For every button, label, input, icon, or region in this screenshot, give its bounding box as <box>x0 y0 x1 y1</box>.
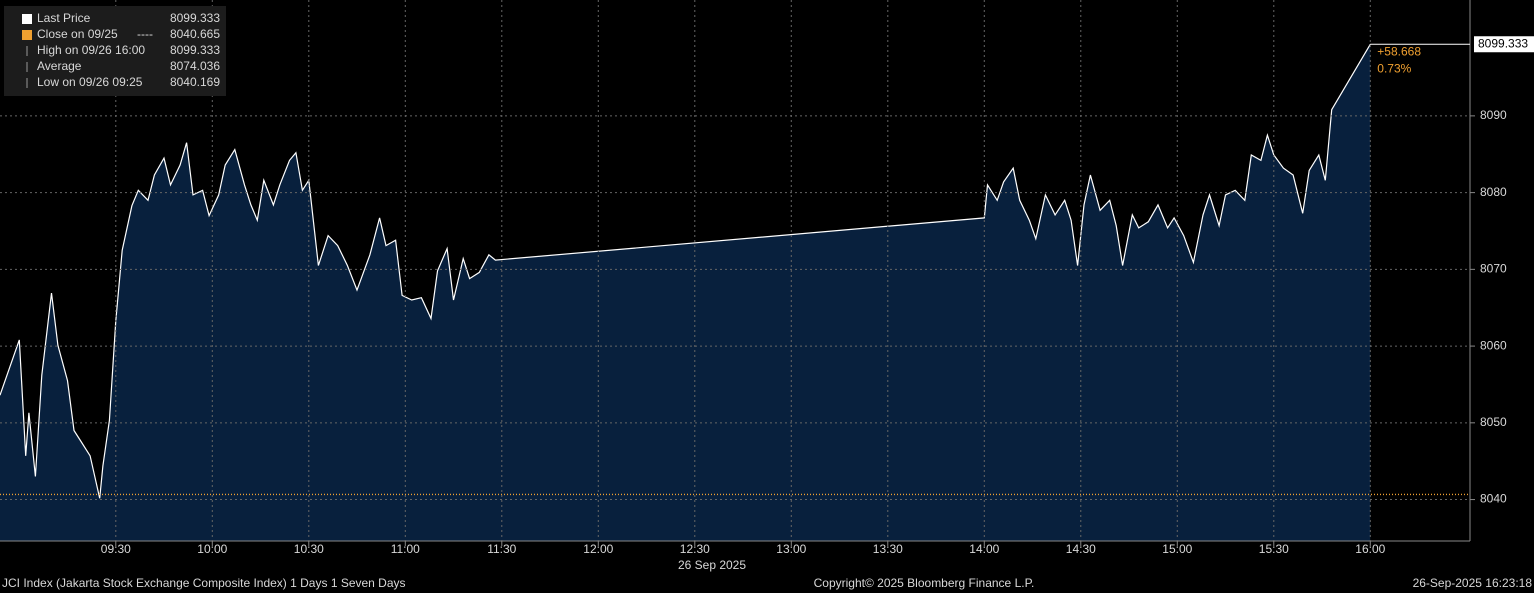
legend-name: Average <box>37 59 82 73</box>
y-tick-label: 8040 <box>1480 492 1507 506</box>
last-price-tag-label: 8099.333 <box>1478 36 1528 50</box>
y-tick-label: 8080 <box>1480 185 1507 199</box>
x-tick-label: 09:30 <box>101 542 131 556</box>
legend-value: 8040.169 <box>170 75 220 89</box>
change-pct-label: 0.73% <box>1377 61 1411 75</box>
price-line <box>0 43 1371 499</box>
y-tick-label: 8090 <box>1480 108 1507 122</box>
legend-style: ---- <box>137 27 153 41</box>
y-tick-label: 8060 <box>1480 338 1507 352</box>
legend-name: Close on 09/25 <box>37 27 118 41</box>
last-price-tag <box>1474 36 1534 53</box>
legend-name: Low on 09/26 09:25 <box>37 75 143 89</box>
footer-center: Copyright© 2025 Bloomberg Finance L.P. <box>814 576 1035 590</box>
legend-value: 8099.333 <box>170 43 220 57</box>
footer-right: 26-Sep-2025 16:23:18 <box>1413 576 1533 590</box>
legend-value: 8074.036 <box>170 59 220 73</box>
x-tick-label: 11:00 <box>391 542 420 556</box>
x-tick-label: 15:00 <box>1162 542 1192 556</box>
x-tick-label: 11:30 <box>487 542 516 556</box>
legend-box <box>4 6 226 96</box>
change-label: +58.668 <box>1377 44 1421 58</box>
x-tick-label: 10:00 <box>197 542 227 556</box>
x-tick-label: 13:00 <box>776 542 806 556</box>
plot-area <box>0 43 1371 542</box>
legend-value: 8040.665 <box>170 27 220 41</box>
x-tick-label: 12:00 <box>583 542 613 556</box>
legend-name: Last Price <box>37 11 91 25</box>
legend-name: High on 09/26 16:00 <box>37 43 145 57</box>
x-axis-label: 26 Sep 2025 <box>678 558 746 572</box>
x-tick-label: 15:30 <box>1259 542 1289 556</box>
x-tick-label: 13:30 <box>873 542 903 556</box>
area <box>0 44 1371 542</box>
x-tick-label: 16:00 <box>1355 542 1385 556</box>
y-tick-label: 8070 <box>1480 262 1507 276</box>
legend-value: 8099.333 <box>170 11 220 25</box>
x-tick-label: 12:30 <box>680 542 710 556</box>
legend-swatch <box>22 30 32 40</box>
y-tick-label: 8050 <box>1480 415 1507 429</box>
x-tick-label: 14:30 <box>1066 542 1096 556</box>
footer-left: JCI Index (Jakarta Stock Exchange Compos… <box>2 576 406 590</box>
x-tick-label: 14:00 <box>969 542 999 556</box>
x-tick-label: 10:30 <box>294 542 324 556</box>
legend-swatch <box>22 14 32 24</box>
